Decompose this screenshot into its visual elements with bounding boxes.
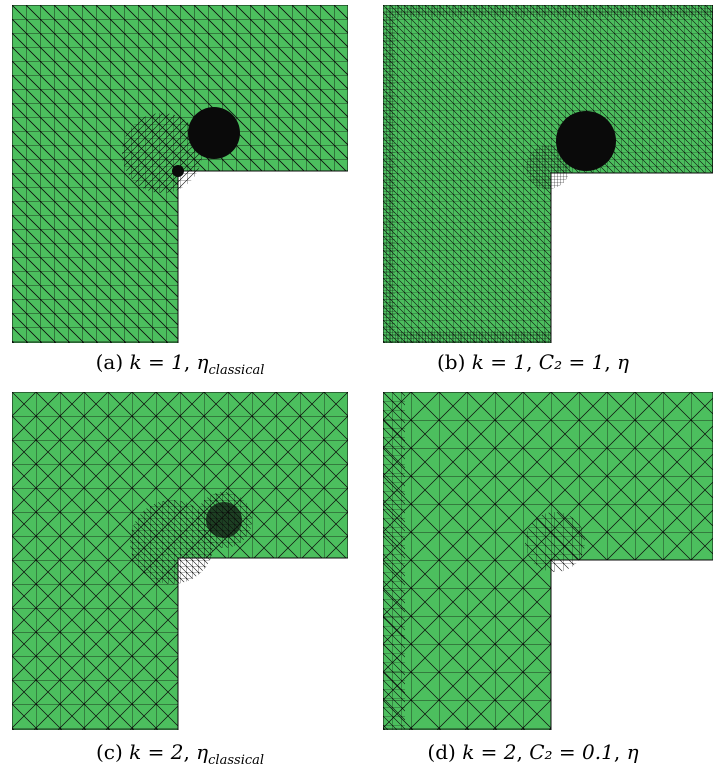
mesh-panel-c <box>12 392 348 730</box>
mesh-figure-b <box>383 5 713 343</box>
mesh-panel-d <box>383 392 713 730</box>
refinement-blob-d <box>525 512 585 572</box>
caption-c: (c) k = 2, ηclassical <box>95 740 265 768</box>
mesh-figure-c <box>12 392 348 730</box>
mesh-panel-b <box>383 5 713 343</box>
refinement-blob-a <box>188 107 240 159</box>
refinement-blob-c <box>206 502 242 538</box>
caption-b: (b) k = 1, C₂ = 1, η <box>436 350 630 374</box>
refinement-blob-b <box>556 111 616 171</box>
caption-a: (a) k = 1, ηclassical <box>95 350 265 378</box>
mesh-panel-a <box>12 5 348 343</box>
mesh-figure-d <box>383 392 713 730</box>
mesh-figure-a <box>12 5 348 343</box>
caption-d: (d) k = 2, C₂ = 0.1, η <box>427 740 639 764</box>
